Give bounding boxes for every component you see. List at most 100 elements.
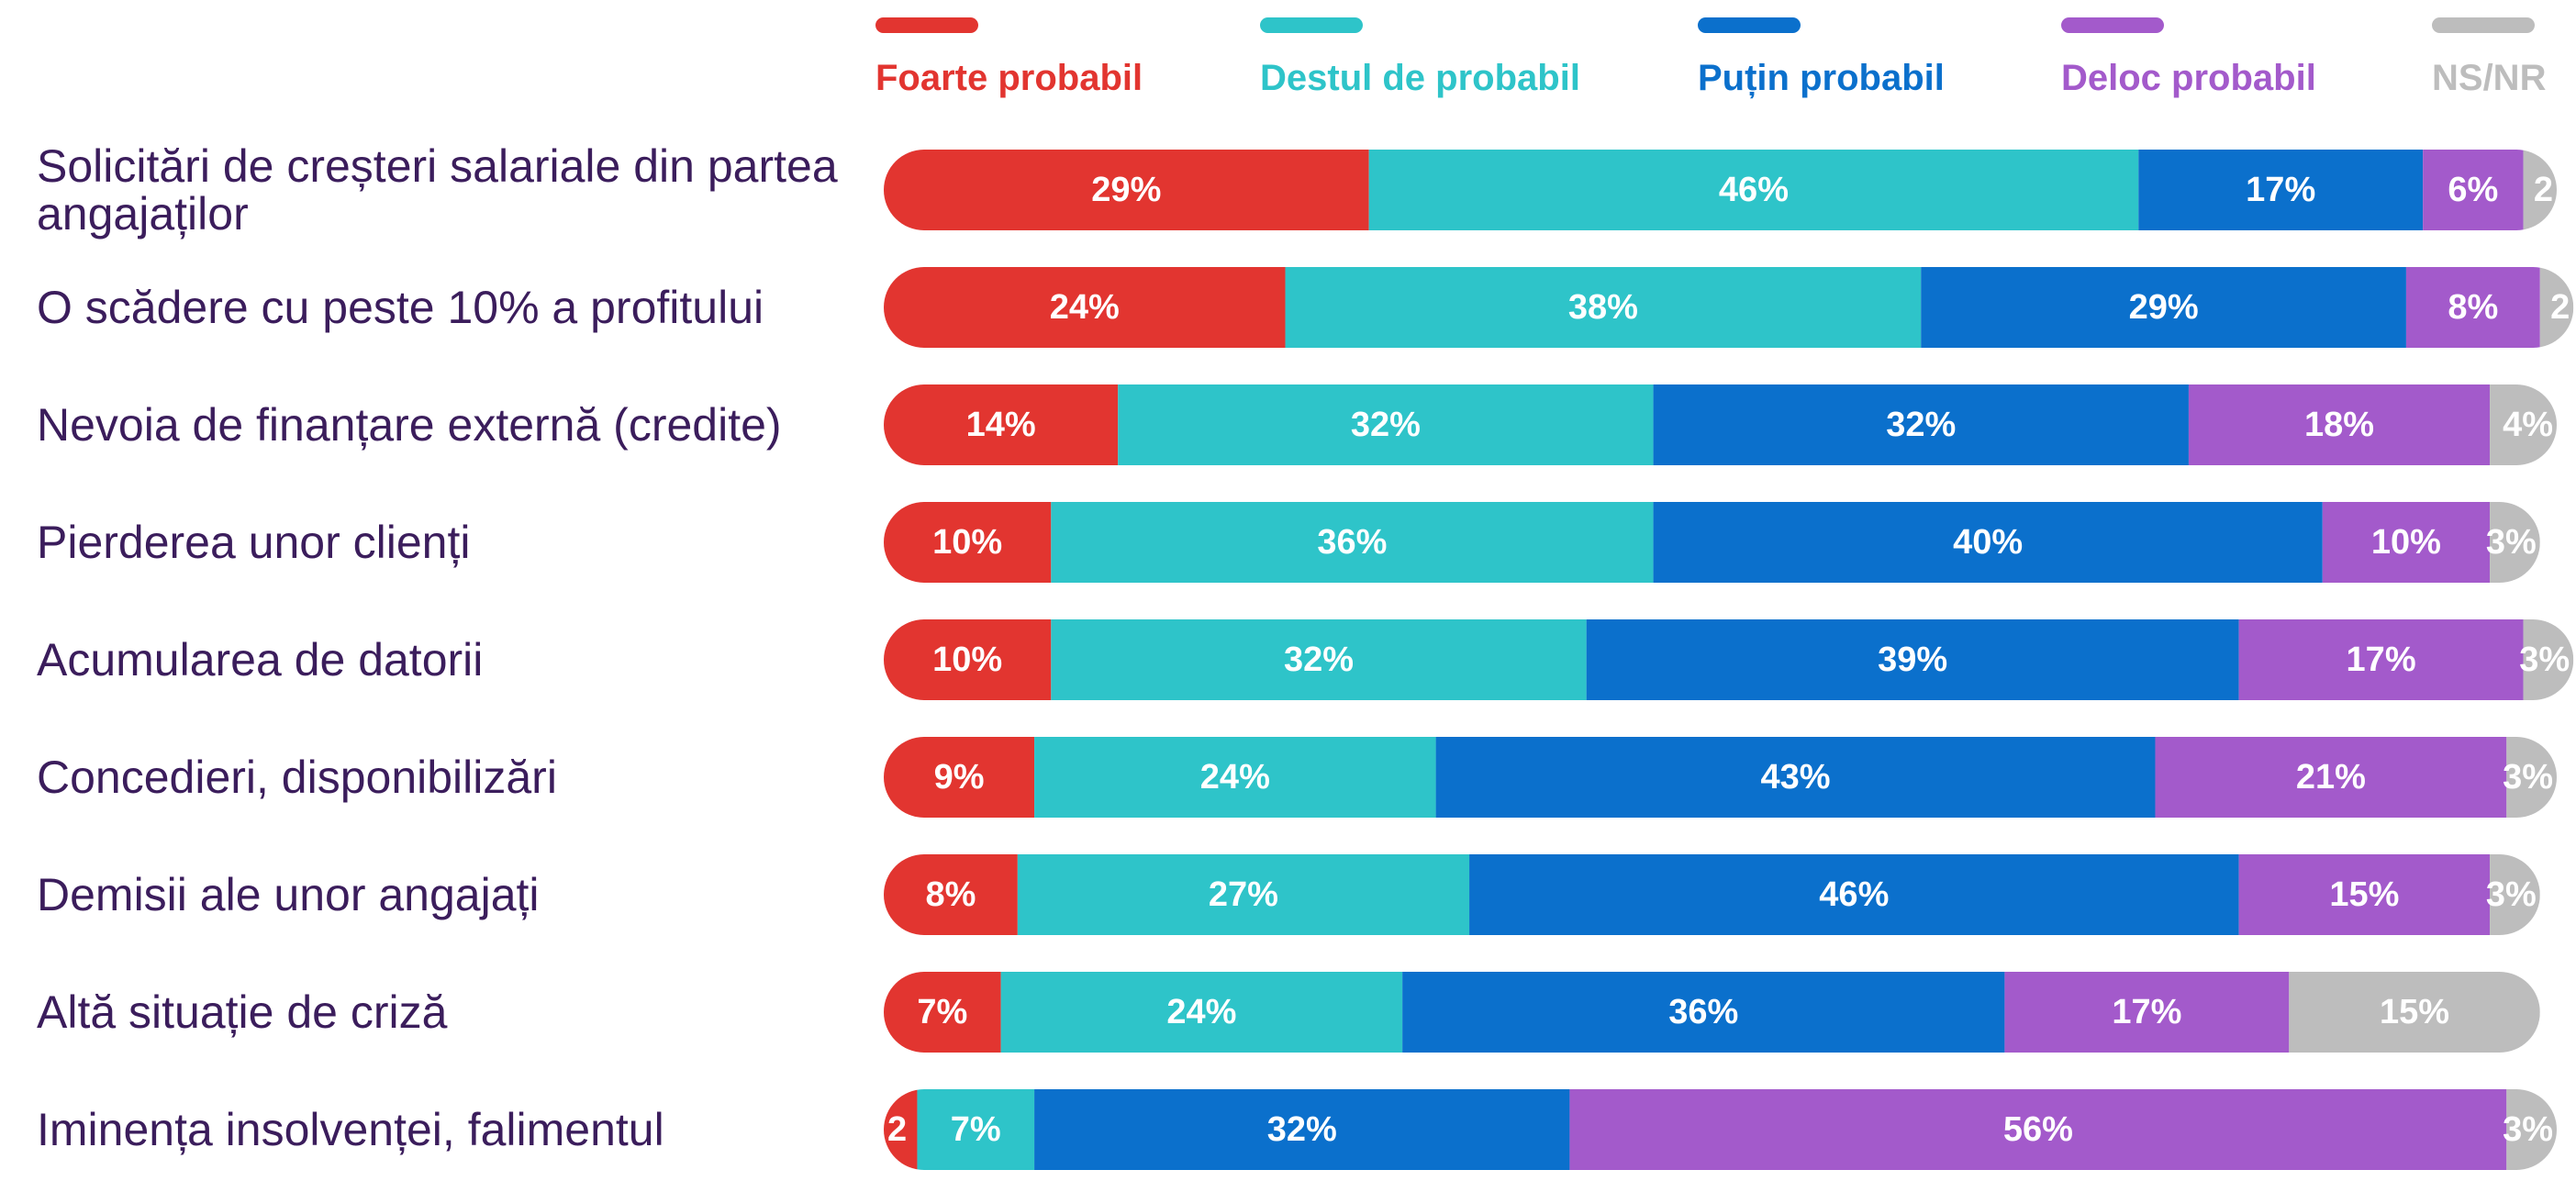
bar-segment [2238, 854, 2491, 935]
data-label: 32% [1351, 406, 1421, 444]
bar-segment [884, 267, 1286, 348]
data-label: 14% [966, 406, 1036, 444]
bar-segment [1435, 737, 2156, 818]
bar-segment [1586, 619, 2239, 700]
bar-segment [2188, 384, 2491, 465]
category-label: Pierderea unor clienți [37, 516, 471, 568]
bar-row [884, 619, 2574, 700]
data-label: 10% [932, 523, 1002, 562]
data-label: 7% [917, 993, 967, 1031]
data-label: 17% [2112, 993, 2181, 1031]
data-label: 3% [2519, 641, 2570, 679]
bar-segment [1118, 384, 1654, 465]
legend-label: Puțin probabil [1698, 58, 1945, 98]
category-label: Iminența insolvenței, falimentul [37, 1103, 664, 1155]
bar-segment [1469, 854, 2239, 935]
legend-label: Deloc probabil [2061, 58, 2316, 98]
data-label: 29% [2129, 288, 2199, 327]
data-label: 3% [2503, 758, 2553, 797]
bar-segment [1569, 1089, 2507, 1170]
data-label: 10% [932, 641, 1002, 679]
bar-segment [2405, 267, 2540, 348]
data-label: 40% [1953, 523, 2023, 562]
bar-segment [884, 854, 1018, 935]
bar-segment [1051, 502, 1654, 583]
bar-row [884, 384, 2557, 465]
bar-row [884, 1089, 2557, 1170]
data-label: 32% [1267, 1110, 1337, 1149]
legend-swatch [1698, 17, 1801, 33]
data-label: 32% [1284, 641, 1354, 679]
bar-segment [2238, 619, 2524, 700]
bar-row [884, 737, 2557, 818]
bar-segment [2423, 150, 2524, 230]
bar-segment [1017, 854, 1470, 935]
data-label: 56% [2003, 1110, 2073, 1149]
bar-segment [1921, 267, 2406, 348]
legend-label: Destul de probabil [1260, 58, 1580, 98]
data-label: 3% [2503, 1110, 2553, 1149]
data-label: 8% [2448, 288, 2498, 327]
data-label: 36% [1317, 523, 1387, 562]
data-label: 3% [2486, 523, 2537, 562]
data-label: 18% [2304, 406, 2374, 444]
bar-segment [2155, 737, 2507, 818]
data-label: 9% [934, 758, 985, 797]
legend-label: Foarte probabil [875, 58, 1143, 98]
bar-segment [884, 150, 1369, 230]
bar-row [884, 854, 2540, 935]
bar-row [884, 150, 2557, 230]
bar-segment [1402, 972, 2005, 1053]
category-label: Acumularea de datorii [37, 633, 484, 685]
data-label: 21% [2296, 758, 2366, 797]
legend-swatch [875, 17, 978, 33]
legend-swatch [2432, 17, 2535, 33]
category-label: Solicitări de creșteri salariale din par… [37, 139, 838, 240]
bar-segment [884, 737, 1035, 818]
data-label: 10% [2371, 523, 2441, 562]
bar-segment [2490, 384, 2557, 465]
bar-segment [1000, 972, 1403, 1053]
category-label: O scădere cu peste 10% a profitului [37, 281, 764, 333]
data-label: 15% [2380, 993, 2449, 1031]
data-label: 2 [887, 1110, 907, 1149]
data-label: 38% [1568, 288, 1638, 327]
data-label: 39% [1878, 641, 1947, 679]
data-label: 43% [1761, 758, 1831, 797]
data-label: 29% [1091, 171, 1161, 209]
category-label: Nevoia de finanțare externă (credite) [37, 398, 782, 451]
bar-segment [2138, 150, 2424, 230]
bar-segment [884, 619, 1052, 700]
data-label: 2 [2534, 171, 2553, 209]
legend-swatch [2061, 17, 2164, 33]
legend-swatch [1260, 17, 1363, 33]
bar-segment [1653, 384, 2189, 465]
data-label: 7% [951, 1110, 1001, 1149]
category-label: Demisii ale unor angajați [37, 868, 540, 920]
legend-label: NS/NR [2432, 58, 2547, 98]
category-label: Concedieri, disponibilizări [37, 751, 557, 803]
data-label: 2 [2550, 288, 2570, 327]
bar-segment [1034, 1089, 1570, 1170]
data-label: 24% [1166, 993, 1236, 1031]
bar-row [884, 972, 2540, 1053]
data-label: 46% [1819, 875, 1889, 914]
category-label: Altă situație de criză [37, 986, 448, 1038]
bar-row [884, 267, 2574, 348]
data-label: 8% [925, 875, 976, 914]
bar-segment [2004, 972, 2290, 1053]
bar-segment [884, 384, 1119, 465]
data-label: 32% [1886, 406, 1956, 444]
bar-segment [884, 502, 1052, 583]
data-label: 15% [2329, 875, 2399, 914]
bar-segment [1285, 267, 1922, 348]
data-label: 24% [1050, 288, 1120, 327]
data-label: 17% [2347, 641, 2416, 679]
data-label: 17% [2246, 171, 2315, 209]
bar-segment [1653, 502, 2323, 583]
bar-segment [884, 972, 1001, 1053]
data-label: 24% [1200, 758, 1270, 797]
bar-row [884, 502, 2540, 583]
data-label: 4% [2503, 406, 2553, 444]
